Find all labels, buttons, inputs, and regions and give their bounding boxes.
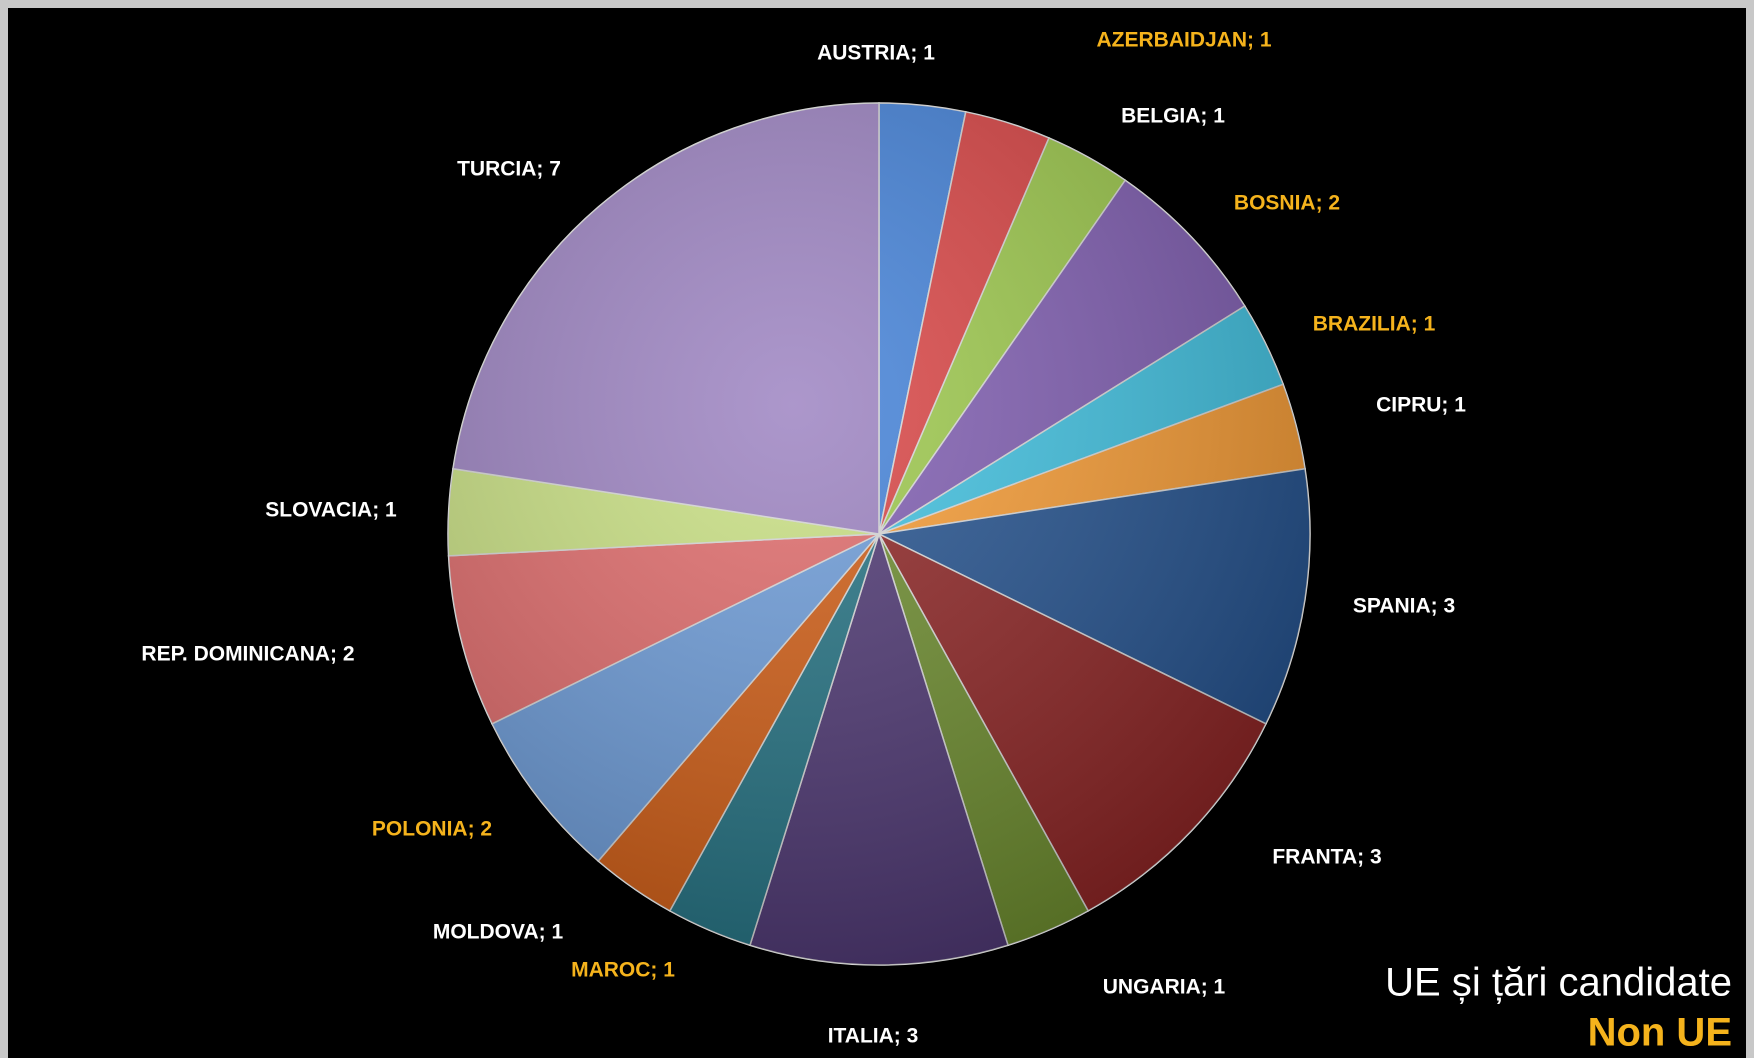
data-label: UNGARIA; 1 bbox=[1103, 976, 1226, 999]
data-label: POLONIA; 2 bbox=[372, 818, 492, 841]
data-label: TURCIA; 7 bbox=[457, 158, 561, 181]
data-label: MAROC; 1 bbox=[571, 959, 675, 982]
data-label: BOSNIA; 2 bbox=[1234, 192, 1340, 215]
data-label: SPANIA; 3 bbox=[1353, 595, 1455, 618]
data-label: ITALIA; 3 bbox=[828, 1025, 919, 1048]
data-label: MOLDOVA; 1 bbox=[433, 921, 564, 944]
data-label: FRANTA; 3 bbox=[1272, 846, 1381, 869]
pie bbox=[447, 102, 1311, 966]
legend: UE și țări candidate Non UE bbox=[1385, 961, 1732, 1055]
data-label: CIPRU; 1 bbox=[1376, 394, 1466, 417]
data-label: AUSTRIA; 1 bbox=[817, 42, 935, 65]
data-label: BRAZILIA; 1 bbox=[1313, 313, 1436, 336]
legend-entry: UE și țări candidate bbox=[1385, 961, 1732, 1005]
data-label: AZERBAIDJAN; 1 bbox=[1096, 29, 1271, 52]
data-label: REP. DOMINICANA; 2 bbox=[141, 643, 354, 666]
legend-entry: Non UE bbox=[1588, 1011, 1732, 1055]
data-label: SLOVACIA; 1 bbox=[265, 499, 397, 522]
data-label: BELGIA; 1 bbox=[1121, 105, 1225, 128]
labels: AUSTRIA; 1 AZERBAIDJAN; 1 BELGIA; 1 BOSNIA;… bbox=[141, 29, 1466, 1048]
